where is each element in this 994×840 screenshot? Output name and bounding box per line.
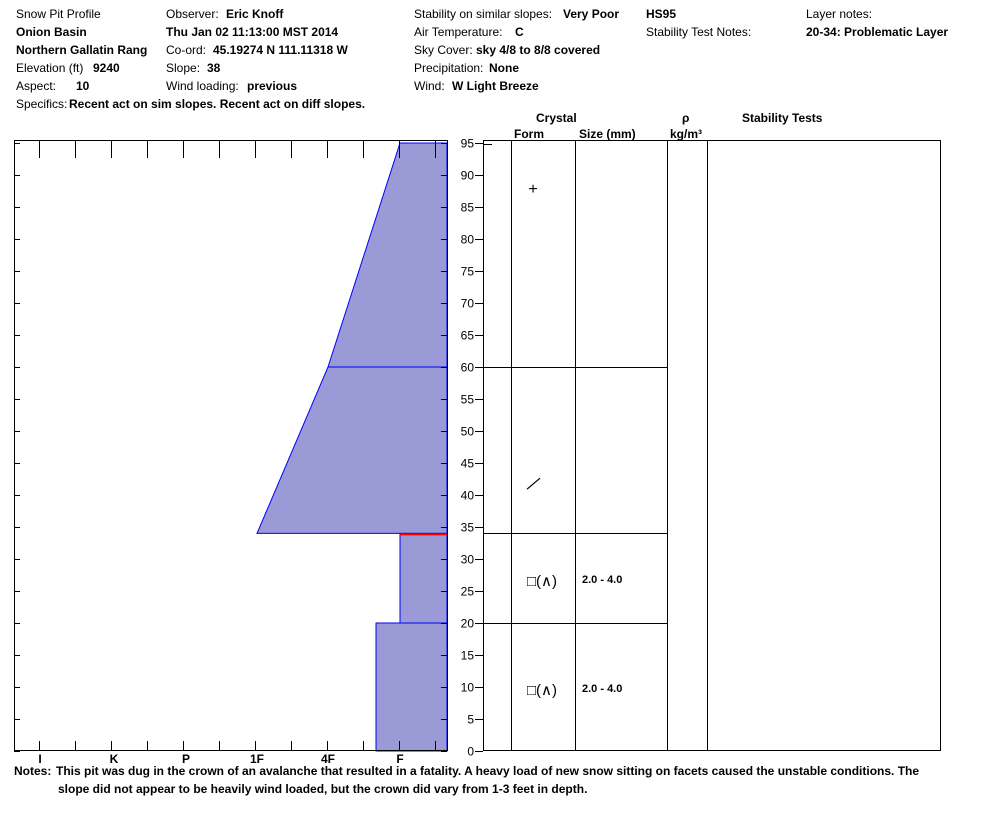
- chart-frames: [14, 140, 941, 751]
- height-tick-label: 70: [461, 297, 475, 311]
- slash-icon: [526, 477, 541, 490]
- hardness-label-f: F: [396, 752, 403, 766]
- precip-label: Precipitation:: [414, 61, 484, 75]
- crystal-size-label: 2.0 - 4.0: [582, 683, 622, 695]
- hardness-layer-1: [327, 142, 448, 368]
- hardness-layer-2: [256, 366, 448, 534]
- sky-cover-value: sky 4/8 to 8/8 covered: [476, 43, 601, 57]
- stability-tests-header: Stability Tests: [742, 111, 823, 125]
- specifics-value: Recent act on sim slopes. Recent act on …: [69, 97, 366, 111]
- hardness-plot-frame: [14, 140, 448, 751]
- height-axis: 0 5 10 15 20 25 30 35 40 45 50 55 60 65 70 75 80 85 90 95: [14, 137, 483, 759]
- height-tick-label: 0: [467, 745, 474, 759]
- hardness-label-p: P: [182, 752, 190, 766]
- height-tick-label: 5: [467, 713, 474, 727]
- stability-label: Stability on similar slopes:: [414, 7, 553, 21]
- aspect-value: 10: [76, 79, 90, 93]
- elevation-value: 9240: [93, 61, 120, 75]
- wind-loading-value: previous: [247, 79, 298, 93]
- wind-loading-label: Wind loading:: [166, 79, 239, 93]
- height-tick-label: 30: [461, 553, 475, 567]
- rho-header: ρ: [682, 111, 690, 125]
- stability-value: Very Poor: [563, 7, 620, 21]
- stability-test-notes-label: Stability Test Notes:: [646, 25, 752, 39]
- observer-label: Observer:: [166, 7, 219, 21]
- layers-table-frame: [483, 140, 941, 751]
- height-tick-label: 45: [461, 457, 475, 471]
- aspect-label: Aspect:: [16, 79, 57, 93]
- crystal-header: Crystal: [536, 111, 577, 125]
- report-title: Snow Pit Profile: [16, 7, 101, 21]
- hardness-layer-4: [375, 622, 448, 752]
- height-tick-label: 90: [461, 169, 475, 183]
- location-name: Onion Basin: [16, 25, 87, 39]
- slope-label: Slope:: [166, 61, 201, 75]
- height-tick-label: 85: [461, 201, 475, 215]
- hardness-label-i: I: [38, 752, 41, 766]
- height-tick-label: 50: [461, 425, 475, 439]
- wind-label: Wind:: [414, 79, 445, 93]
- snow-height: HS95: [646, 7, 677, 21]
- height-tick-label: 95: [461, 137, 475, 151]
- elevation-label: Elevation (ft): [16, 61, 84, 75]
- size-header: Size (mm): [579, 127, 636, 141]
- layer-note: 20-34: Problematic Layer: [806, 25, 949, 39]
- height-tick-label: 25: [461, 585, 475, 599]
- sky-cover-label: Sky Cover:: [414, 43, 473, 57]
- height-tick-label: 75: [461, 265, 475, 279]
- layer-columns: + □(∧) 2.0 - 4.0 □(∧) 2.0 - 4.0: [484, 181, 667, 699]
- height-tick-label: 10: [461, 681, 475, 695]
- facet-icon: □(∧): [527, 682, 557, 699]
- observation-datetime: Thu Jan 02 11:13:00 MST 2014: [166, 25, 339, 39]
- coord-value: 45.19274 N 111.11318 W: [213, 43, 348, 57]
- height-tick-label: 65: [461, 329, 475, 343]
- mountain-range: Northern Gallatin Rang: [16, 43, 148, 57]
- plus-icon: +: [528, 181, 537, 198]
- hardness-profile: [256, 142, 448, 752]
- observer-value: Eric Knoff: [226, 7, 284, 21]
- hardness-label-1f: 1F: [250, 752, 264, 766]
- wind-value: W Light Breeze: [452, 79, 539, 93]
- height-tick-label: 40: [461, 489, 475, 503]
- height-tick-label: 35: [461, 521, 475, 535]
- form-header: Form: [514, 127, 544, 141]
- notes-line-2: slope did not appear to be heavily wind …: [58, 782, 588, 796]
- precip-value: None: [489, 61, 519, 75]
- notes-label: Notes:: [14, 764, 52, 778]
- facet-icon: □(∧): [527, 573, 557, 590]
- hardness-label-4f: 4F: [321, 752, 335, 766]
- density-unit-header: kg/m³: [670, 127, 703, 141]
- hardness-axis: I K P 1F 4F F: [38, 141, 436, 766]
- height-tick-label: 15: [461, 649, 475, 663]
- slope-value: 38: [207, 61, 221, 75]
- height-tick-label: 55: [461, 393, 475, 407]
- height-tick-label: 20: [461, 617, 475, 631]
- crystal-size-label: 2.0 - 4.0: [582, 574, 622, 586]
- air-temp-label: Air Temperature:: [414, 25, 503, 39]
- notes-line-1: This pit was dug in the crown of an aval…: [56, 764, 920, 778]
- specifics-label: Specifics:: [16, 97, 68, 111]
- layer-notes-label: Layer notes:: [806, 7, 873, 21]
- air-temp-value: C: [515, 25, 524, 39]
- height-tick-label: 80: [461, 233, 475, 247]
- hardness-label-k: K: [110, 752, 119, 766]
- hardness-layer-3: [399, 532, 448, 624]
- coord-label: Co-ord:: [166, 43, 207, 57]
- height-tick-label: 60: [461, 361, 475, 375]
